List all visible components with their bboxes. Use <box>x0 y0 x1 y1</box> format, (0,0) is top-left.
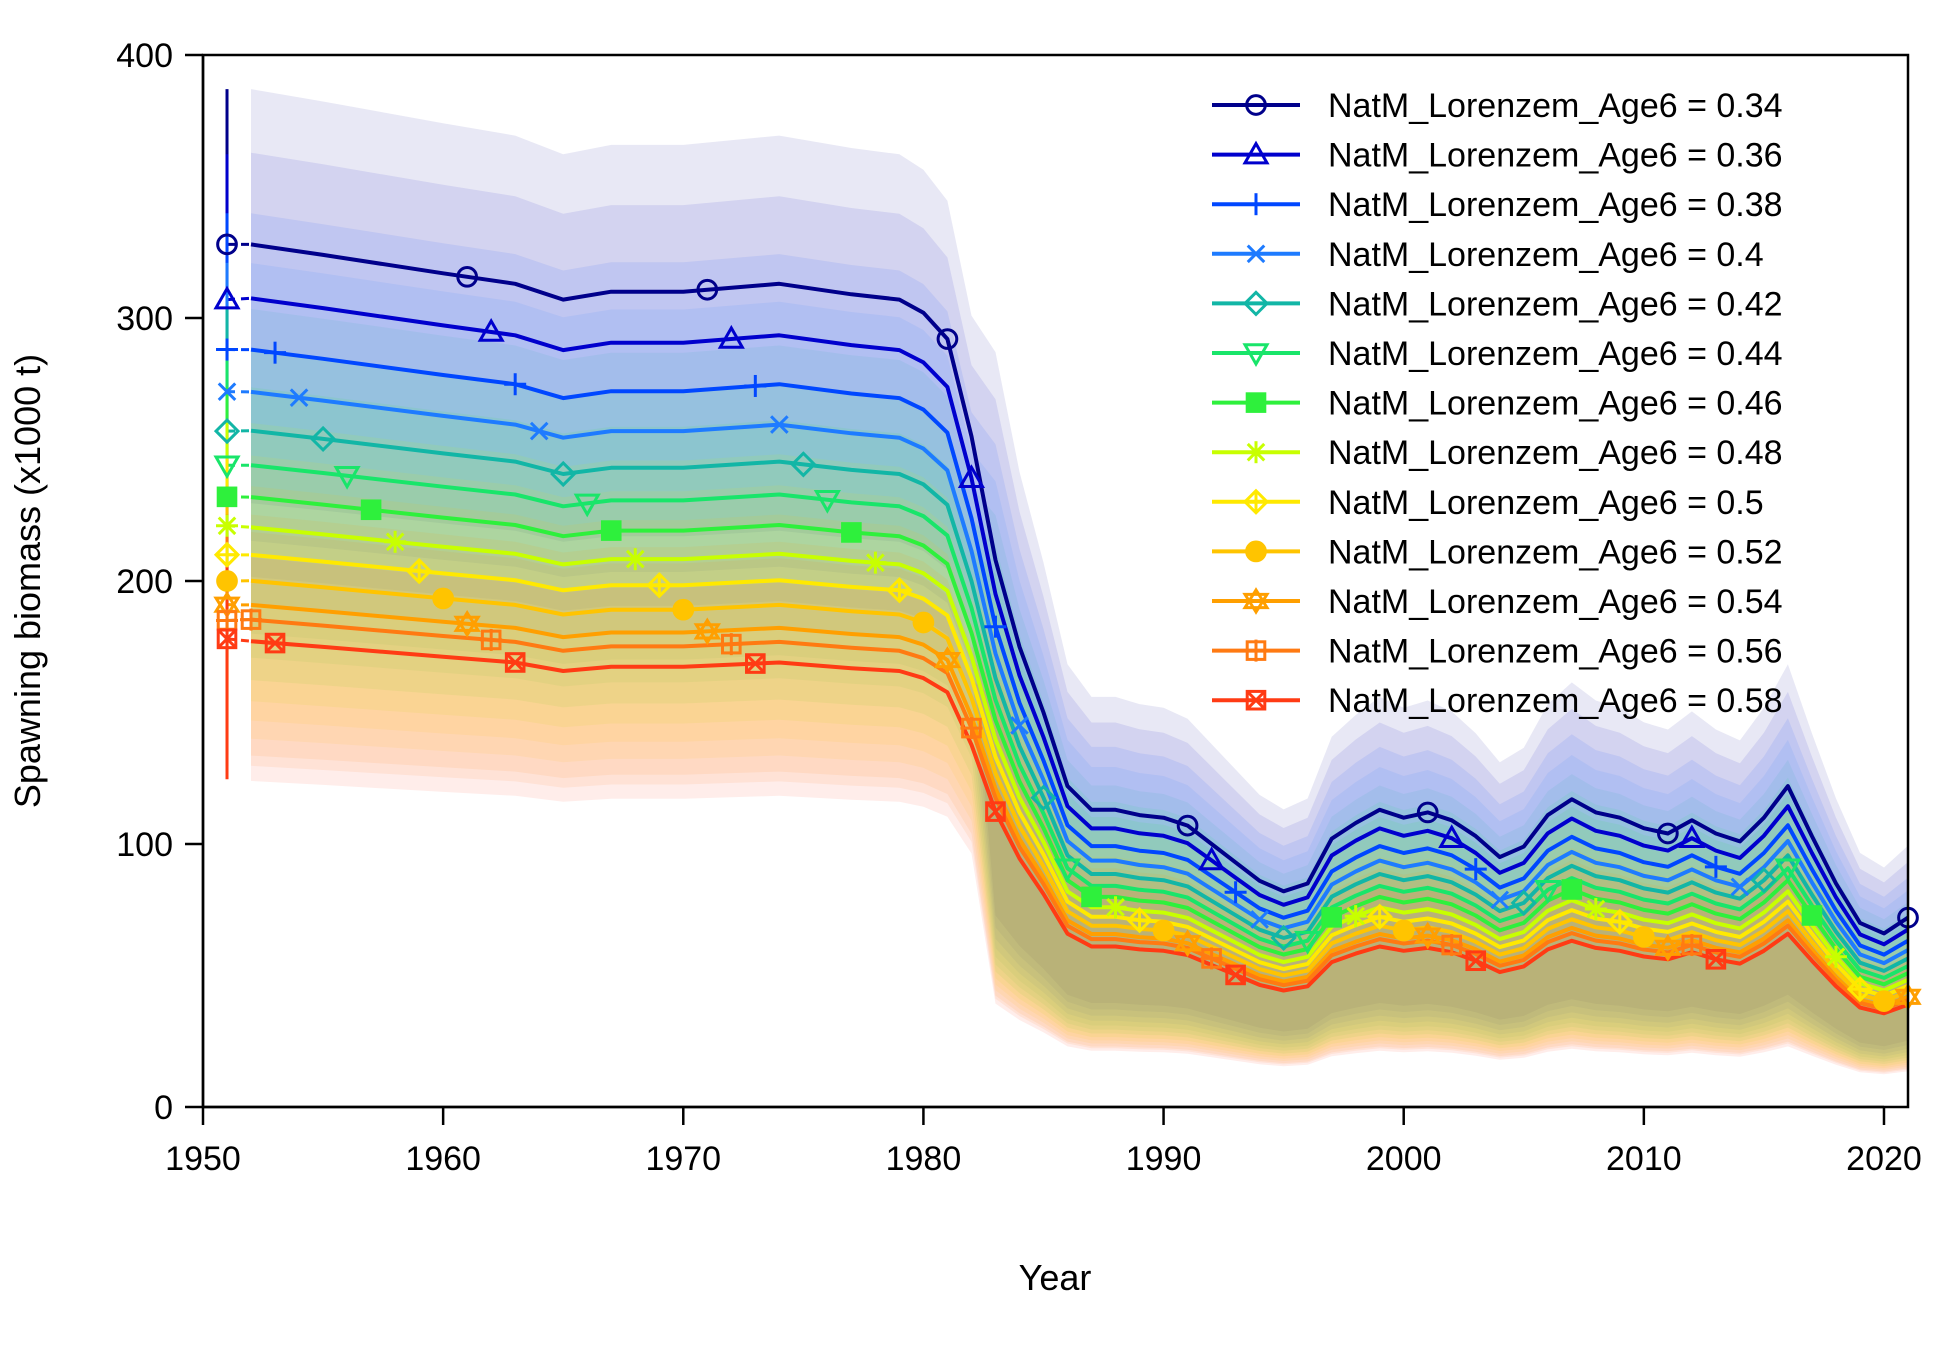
legend-entry: NatM_Lorenzem_Age6 = 0.58 <box>1212 682 1783 720</box>
data-point <box>843 524 861 542</box>
legend-entry: NatM_Lorenzem_Age6 = 0.36 <box>1212 137 1783 175</box>
data-point <box>1245 640 1267 662</box>
x-axis-label: Year <box>1019 1257 1092 1298</box>
data-point <box>960 717 982 739</box>
data-point <box>218 572 237 591</box>
data-point <box>1394 921 1413 940</box>
x-tick-label: 1950 <box>165 1140 241 1178</box>
legend-label: NatM_Lorenzem_Age6 = 0.4 <box>1328 236 1764 274</box>
legend-entry: NatM_Lorenzem_Age6 = 0.56 <box>1212 633 1783 671</box>
data-point <box>362 501 380 519</box>
legend-label: NatM_Lorenzem_Age6 = 0.52 <box>1328 533 1783 571</box>
legend-entry: NatM_Lorenzem_Age6 = 0.34 <box>1212 87 1783 125</box>
data-point <box>218 488 236 506</box>
data-point <box>1441 934 1463 956</box>
data-point <box>1681 934 1703 956</box>
legend-entry: NatM_Lorenzem_Age6 = 0.38 <box>1212 186 1783 224</box>
legend-entry: NatM_Lorenzem_Age6 = 0.54 <box>1212 583 1783 621</box>
data-point <box>914 613 933 632</box>
data-point <box>1105 896 1127 918</box>
data-point <box>1083 888 1101 906</box>
y-tick-label: 0 <box>154 1089 173 1127</box>
data-point <box>240 609 262 631</box>
legend-entry: NatM_Lorenzem_Age6 = 0.48 <box>1212 434 1783 472</box>
legend-label: NatM_Lorenzem_Age6 = 0.46 <box>1328 385 1783 423</box>
legend-label: NatM_Lorenzem_Age6 = 0.42 <box>1328 285 1783 323</box>
data-point <box>1323 909 1341 927</box>
data-point <box>434 589 453 608</box>
x-tick-label: 1960 <box>405 1140 481 1178</box>
y-axis-label: Spawning biomass (x1000 t) <box>7 354 48 808</box>
legend: NatM_Lorenzem_Age6 = 0.34 NatM_Lorenzem_A… <box>1212 87 1783 720</box>
legend-label: NatM_Lorenzem_Age6 = 0.34 <box>1328 87 1783 125</box>
data-point <box>1875 992 1894 1011</box>
y-tick-label: 200 <box>116 563 173 601</box>
x-tick-label: 2020 <box>1846 1140 1922 1178</box>
legend-label: NatM_Lorenzem_Age6 = 0.44 <box>1328 335 1783 373</box>
legend-label: NatM_Lorenzem_Age6 = 0.58 <box>1328 682 1783 720</box>
data-point <box>1825 946 1847 968</box>
data-point <box>1247 394 1265 412</box>
data-point <box>216 515 238 537</box>
data-point <box>216 339 238 361</box>
data-point <box>1247 542 1266 561</box>
data-point <box>602 522 620 540</box>
legend-entry: NatM_Lorenzem_Age6 = 0.42 <box>1212 285 1783 323</box>
legend-entry: NatM_Lorenzem_Age6 = 0.5 <box>1212 484 1764 522</box>
legend-entry: NatM_Lorenzem_Age6 = 0.46 <box>1212 385 1783 423</box>
data-point <box>720 633 742 655</box>
x-axis: 1950 1960 1970 1980 1990 2000 2010 2020 <box>165 1107 1922 1178</box>
x-tick-label: 2010 <box>1606 1140 1682 1178</box>
data-point <box>1245 441 1267 463</box>
data-point <box>1563 881 1581 899</box>
legend-entry: NatM_Lorenzem_Age6 = 0.4 <box>1212 236 1764 274</box>
x-tick-label: 1970 <box>645 1140 721 1178</box>
data-point <box>1634 928 1653 947</box>
legend-label: NatM_Lorenzem_Age6 = 0.38 <box>1328 186 1783 224</box>
data-point <box>216 544 238 566</box>
data-point <box>1154 921 1173 940</box>
y-tick-label: 400 <box>116 37 173 75</box>
data-point <box>674 600 693 619</box>
legend-label: NatM_Lorenzem_Age6 = 0.54 <box>1328 583 1783 621</box>
legend-label: NatM_Lorenzem_Age6 = 0.56 <box>1328 633 1783 671</box>
data-point <box>480 629 502 651</box>
x-tick-label: 1980 <box>886 1140 962 1178</box>
data-point <box>1803 907 1821 925</box>
x-tick-label: 2000 <box>1366 1140 1442 1178</box>
data-point <box>384 531 406 553</box>
data-point <box>216 609 238 631</box>
data-point <box>1585 898 1607 920</box>
y-axis: 0 100 200 300 400 <box>116 37 203 1127</box>
initial-connector <box>227 298 251 299</box>
data-point <box>1245 193 1267 215</box>
legend-label: NatM_Lorenzem_Age6 = 0.48 <box>1328 434 1783 472</box>
data-point <box>624 548 646 570</box>
y-tick-label: 100 <box>116 826 173 864</box>
legend-label: NatM_Lorenzem_Age6 = 0.5 <box>1328 484 1764 522</box>
legend-entry: NatM_Lorenzem_Age6 = 0.52 <box>1212 533 1783 571</box>
data-point <box>1345 905 1367 927</box>
data-point <box>1245 491 1267 513</box>
legend-entry: NatM_Lorenzem_Age6 = 0.44 <box>1212 335 1783 373</box>
x-tick-label: 1990 <box>1126 1140 1202 1178</box>
y-tick-label: 300 <box>116 300 173 338</box>
data-point <box>864 552 886 574</box>
data-point <box>1201 947 1223 969</box>
legend-label: NatM_Lorenzem_Age6 = 0.36 <box>1328 137 1783 175</box>
